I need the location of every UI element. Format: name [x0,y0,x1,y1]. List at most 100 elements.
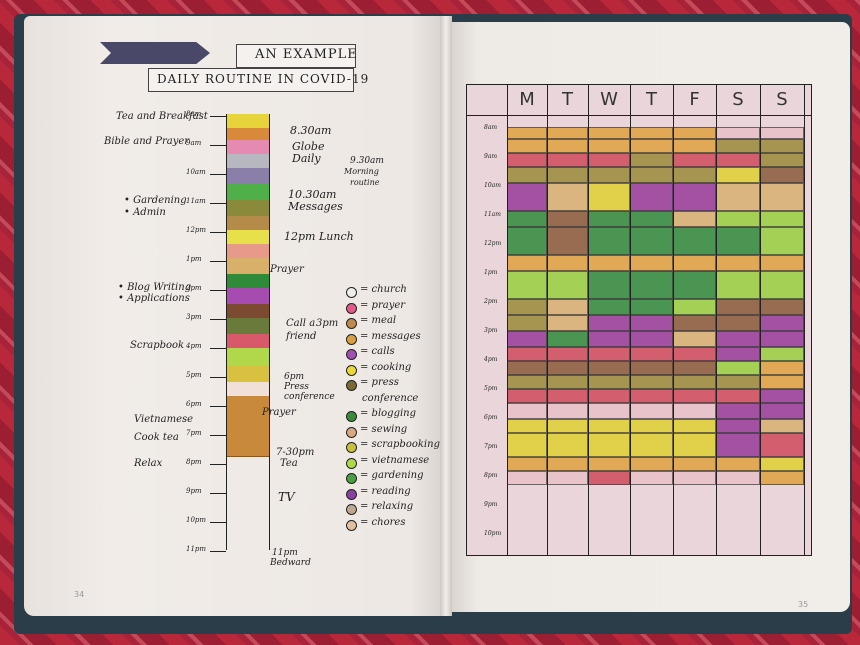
daily-routine-strip [226,114,270,550]
legend-label: conference [362,392,419,404]
right-note: friend [286,331,317,342]
day-header: S [716,85,761,115]
strip-segment [227,318,269,335]
schedule-cell [507,271,547,299]
schedule-cell [760,361,804,375]
schedule-cell [507,433,547,457]
schedule-cell [547,271,588,299]
hour-label: 9pm [484,501,498,508]
schedule-cell [716,315,760,331]
schedule-cell [760,419,804,433]
strip-segment [227,396,269,457]
legend-color-icon [346,333,357,345]
schedule-cell [630,361,673,375]
legend-label: = church [360,284,407,295]
grid-header-line [467,115,811,116]
title-box-2: DAILY ROUTINE IN COVID-19 [148,68,368,92]
time-label: 10pm [186,516,207,524]
schedule-cell [630,299,673,315]
schedule-cell [716,361,760,375]
right-note: 6pm [284,372,305,382]
time-label: 12pm [186,226,207,234]
strip-segment [227,230,269,245]
schedule-cell [630,127,673,139]
page-number-right: 35 [798,600,809,609]
schedule-cell [630,227,673,255]
schedule-cell [588,127,630,139]
schedule-cell [716,299,760,315]
strip-segment [227,258,269,275]
schedule-cell [507,255,547,271]
time-label: 9pm [186,487,202,495]
left-note: Relax [134,458,163,469]
left-note: • Applications [118,293,190,304]
strip-segment [227,140,269,155]
schedule-cell [716,139,760,153]
schedule-cell [630,433,673,457]
right-note: routine [350,178,380,187]
schedule-cell [507,315,547,331]
schedule-cell [588,389,630,403]
schedule-cell [630,389,673,403]
schedule-cell [547,403,588,419]
right-note: 10.30am [288,188,337,201]
hour-label: 4pm [484,356,498,363]
right-note: Daily [292,152,321,165]
right-note: 9.30am [350,156,384,166]
time-label: 11am [186,197,206,205]
schedule-cell [673,331,716,347]
hour-label: 12pm [484,240,502,247]
grid-column-line [673,85,674,555]
schedule-cell [716,457,760,471]
legend-label: = gardening [360,470,424,481]
page-number-left: 34 [74,590,85,599]
schedule-cell [760,127,804,139]
schedule-cell [673,139,716,153]
schedule-cell [507,347,547,361]
schedule-cell [507,361,547,375]
right-note: Tea [280,458,298,469]
schedule-cell [630,375,673,389]
time-tick [210,435,226,436]
legend-label: = relaxing [360,501,414,512]
legend-color-icon [346,349,357,360]
left-note: Cook tea [134,432,179,443]
time-label: 5pm [186,371,202,379]
left-note: • Admin [124,207,166,218]
time-label: 8am [186,110,202,118]
time-label: 1pm [186,255,202,263]
right-note: TV [278,490,295,504]
legend-color-icon [346,488,357,500]
time-label: 11pm [186,545,207,553]
schedule-cell [716,375,760,389]
schedule-cell [507,167,547,183]
schedule-cell [547,299,588,315]
schedule-cell [630,211,673,227]
book-gutter [440,16,452,616]
legend-color-icon [346,442,357,453]
day-header: S [760,85,805,115]
schedule-cell [630,331,673,347]
time-tick [210,116,226,117]
right-note: Messages [288,200,343,213]
time-tick [210,290,226,291]
strip-segment [227,154,269,169]
legend-color-icon [346,302,357,314]
schedule-cell [673,255,716,271]
left-note: • Gardening [124,195,187,206]
schedule-cell [547,433,588,457]
title-box-1: AN EXAMPLE [236,44,357,68]
schedule-cell [507,227,547,255]
strip-segment [227,288,269,305]
strip-segment [227,366,269,383]
schedule-cell [760,299,804,315]
legend-label: = sewing [360,423,408,435]
time-label: 2pm [186,284,202,292]
right-note: Prayer [270,264,304,275]
schedule-cell [760,457,804,471]
arrow-icon [100,42,210,64]
schedule-cell [547,211,588,227]
strip-segment [227,304,269,319]
schedule-cell [547,471,588,485]
schedule-cell [673,375,716,389]
